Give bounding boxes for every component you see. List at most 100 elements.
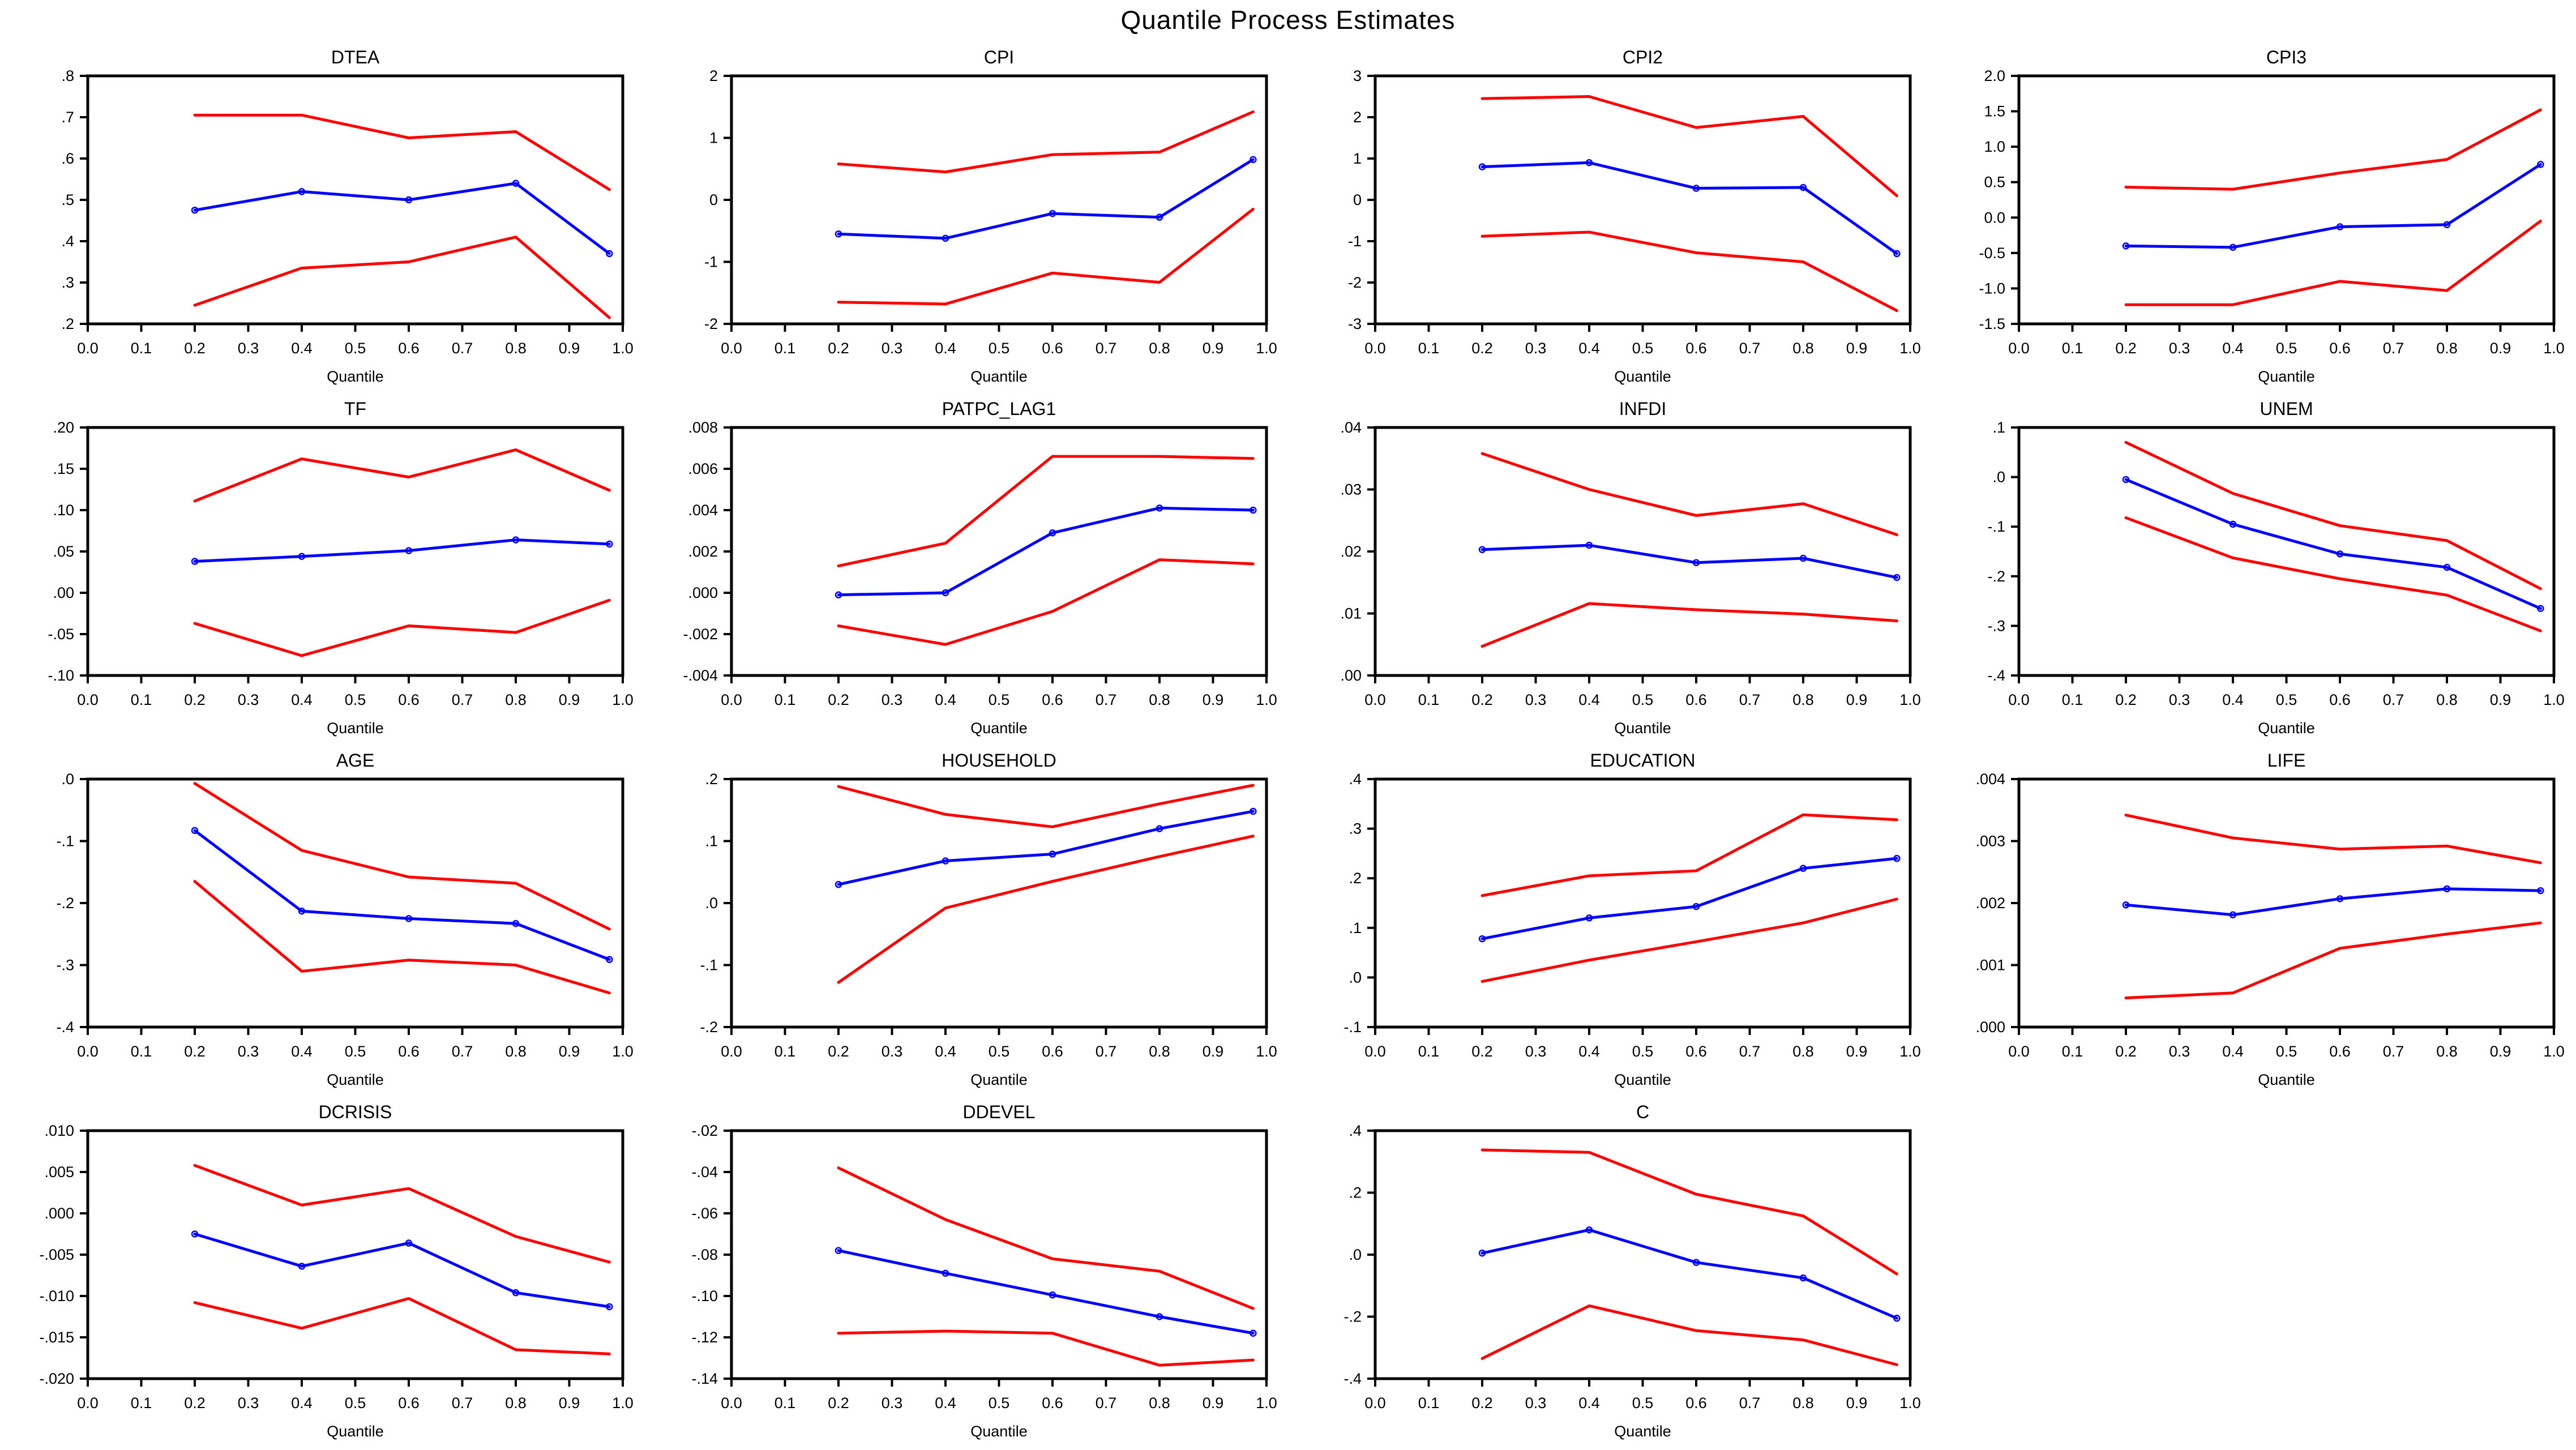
y-tick-label: 2 <box>709 67 718 84</box>
x-tick-label: 0.7 <box>2383 340 2404 357</box>
estimate-line <box>1480 161 1898 255</box>
estimate-marker <box>1799 1274 1807 1282</box>
x-tick-label: 0.2 <box>1471 1043 1493 1060</box>
x-tick-label: 0.2 <box>1471 1395 1493 1411</box>
lower-confidence-band-line <box>2124 516 2542 632</box>
x-tick-label: 0.8 <box>2436 691 2458 708</box>
x-tick-label: 0.8 <box>505 340 527 357</box>
chart-title: DTEA <box>331 47 380 67</box>
y-tick-label: .003 <box>1975 833 2005 850</box>
x-tick-label: 1.0 <box>1256 1043 1277 1060</box>
chart-panel-dcrisis: DCRISIS -.020 -.015 -.010 -.005 .000 .005 .010 0… <box>0 1096 644 1447</box>
x-tick-label: 0.1 <box>2062 1043 2083 1060</box>
y-tick-label: .005 <box>44 1164 74 1180</box>
plot-frame <box>730 74 1268 326</box>
x-tick-label: 0.3 <box>1525 1043 1547 1060</box>
estimate-marker <box>1478 935 1486 943</box>
chart-panel-education: EDUCATION -.1 .0 .1 .2 .3 .4 0.0 0.1 0.2 0.3 0.4 0.5… <box>1287 744 1931 1096</box>
y-tick-label: -.1 <box>1343 1019 1362 1036</box>
x-tick-label: 0.8 <box>1792 1043 1814 1060</box>
y-tick-label: .10 <box>53 502 74 519</box>
y-tick-label: -.015 <box>39 1329 74 1346</box>
x-tick-label: 0.6 <box>1685 340 1707 357</box>
upper-confidence-band-line <box>193 448 611 503</box>
y-tick-label: .3 <box>1349 820 1362 837</box>
x-tick-label: 0.7 <box>1096 691 1117 708</box>
chart-title: TF <box>344 399 366 419</box>
estimate-line <box>193 1233 611 1308</box>
estimate-line <box>1480 544 1898 579</box>
estimate-line <box>193 182 611 255</box>
chart-title: INFDI <box>1619 399 1667 419</box>
estimate-marker <box>1692 902 1700 910</box>
estimate-line <box>837 158 1255 240</box>
x-tick-label: 0.2 <box>828 340 849 357</box>
estimate-line <box>1480 857 1898 940</box>
x-tick-label: 0.4 <box>1578 340 1600 357</box>
x-tick-label: 0.4 <box>291 1395 313 1411</box>
estimate-marker <box>191 558 199 565</box>
x-tick-label: 0.9 <box>1203 1043 1224 1060</box>
y-tick-label: .0 <box>1992 469 2005 486</box>
estimate-marker <box>1478 1250 1486 1257</box>
estimate-marker <box>1585 159 1593 166</box>
plot-svg-patpc_lag1: PATPC_LAG1 -.004 -.002 .000 .002 .004 .006 .008… <box>683 399 1277 737</box>
y-tick-label: .000 <box>44 1205 74 1222</box>
x-tick-label: 1.0 <box>1899 691 1921 708</box>
x-tick-label: 0.3 <box>2169 1043 2190 1060</box>
estimate-marker <box>1250 1329 1257 1337</box>
y-tick-label: 1.0 <box>1984 138 2005 155</box>
x-tick-label: 0.3 <box>882 1043 903 1060</box>
x-tick-label: 0.1 <box>1418 691 1440 708</box>
x-tick-label: 0.1 <box>774 691 796 708</box>
x-tick-label: 0.9 <box>1846 340 1868 357</box>
estimate-marker <box>1478 546 1486 553</box>
x-tick-label: 0.0 <box>1364 340 1386 357</box>
plot-frame <box>730 1129 1268 1380</box>
x-tick-label: 0.8 <box>1149 1043 1170 1060</box>
estimate-marker <box>1049 529 1056 537</box>
x-tick-label: 0.4 <box>935 1043 956 1060</box>
lower-confidence-band-line <box>837 207 1255 306</box>
y-tick-label: .2 <box>705 771 718 788</box>
y-tick-label: .00 <box>53 584 74 601</box>
chart-grid: DTEA .2.3.4.5.6.7.8 0.0 0.1 0.2 0.3 0.4 0.5 0.6 0… <box>0 41 2575 1447</box>
x-tick-label: 0.1 <box>774 340 796 357</box>
estimate-line <box>837 1249 1255 1335</box>
y-tick-label: .5 <box>61 191 74 208</box>
estimate-marker <box>2443 885 2451 893</box>
plot-svg-unem: UNEM -.4 -.3 -.2 -.1 .0 .1 0.0 0.1 0.2 0.3 0.4 0.5 0.… <box>1987 399 2564 737</box>
x-tick-label: 0.8 <box>1792 691 1814 708</box>
y-tick-label: -.1 <box>700 957 718 974</box>
x-tick-label: 0.0 <box>2008 1043 2030 1060</box>
y-tick-label: -.14 <box>691 1370 718 1387</box>
plot-frame <box>730 426 1268 677</box>
estimate-marker <box>191 207 199 214</box>
estimate-marker <box>1156 213 1163 221</box>
y-tick-label: -.4 <box>1987 667 2005 684</box>
x-tick-label: 0.7 <box>452 691 473 708</box>
estimate-marker <box>1478 163 1486 170</box>
x-tick-label: 0.4 <box>935 691 956 708</box>
x-tick-label: 0.6 <box>1042 1043 1063 1060</box>
y-tick-label: .02 <box>1340 543 1362 560</box>
y-tick-label: -.08 <box>691 1246 718 1263</box>
x-tick-label: 1.0 <box>1899 1395 1921 1411</box>
estimate-marker <box>1585 914 1593 922</box>
y-tick-label: 2 <box>1353 109 1362 126</box>
estimate-marker <box>2336 223 2344 230</box>
y-tick-label: -.12 <box>691 1329 718 1346</box>
x-tick-label: 0.5 <box>1632 1395 1654 1411</box>
y-tick-label: .3 <box>61 274 74 291</box>
estimate-marker <box>1250 807 1257 815</box>
x-tick-label: 0.9 <box>559 340 580 357</box>
y-tick-label: 2.0 <box>1984 67 2005 84</box>
estimate-marker <box>1049 850 1056 858</box>
y-tick-label: -1 <box>704 254 718 271</box>
x-tick-label: 1.0 <box>612 691 634 708</box>
estimate-marker <box>1049 209 1056 217</box>
x-tick-label: 0.8 <box>1149 340 1170 357</box>
x-tick-label: 0.5 <box>1632 340 1654 357</box>
lower-confidence-band-line <box>1480 230 1898 313</box>
x-tick-label: 0.2 <box>828 691 849 708</box>
